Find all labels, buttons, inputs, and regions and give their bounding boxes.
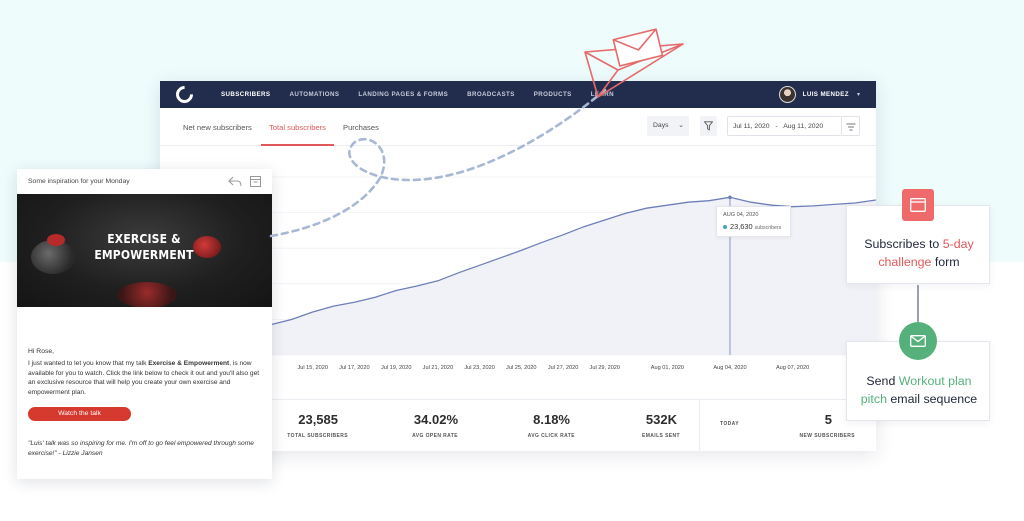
- chevron-down-icon[interactable]: ▾: [856, 92, 860, 98]
- x-tick-label: Jul 21, 2020: [423, 365, 453, 371]
- email-subject: Some inspiration for your Monday: [28, 178, 130, 185]
- glove-strap-graphic: [47, 234, 65, 246]
- trigger-highlight-1: 5-day: [942, 237, 974, 251]
- email-body-talk-title: Exercise & Empowerment: [148, 360, 230, 367]
- x-tick-label: Jul 19, 2020: [381, 365, 411, 371]
- tab-net-new-subscribers[interactable]: Net new subscribers: [183, 123, 252, 132]
- chart-tooltip: AUG 04, 2020 23,630 subscribers: [716, 206, 791, 237]
- tooltip-value-number: 23,630: [730, 222, 753, 231]
- stat-click-rate-label: AVG CLICK RATE: [527, 433, 575, 439]
- trigger-text-part-2: form: [931, 255, 960, 269]
- x-tick-label: Jul 15, 2020: [297, 365, 327, 371]
- interval-select-value: Days: [653, 122, 669, 129]
- x-tick-label: Aug 04, 2020: [713, 365, 746, 371]
- avatar[interactable]: [778, 86, 796, 103]
- automation-trigger-text: Subscribes to 5-day challenge form: [847, 235, 991, 271]
- email-body: I just wanted to let you know that my ta…: [28, 359, 266, 397]
- banner-title: EXERCISE & EMPOWERMENT: [86, 231, 203, 263]
- chevron-down-icon: ⌄: [678, 122, 684, 129]
- automation-connector: [917, 285, 919, 323]
- nav-item-learn[interactable]: LEARN: [590, 91, 615, 98]
- user-menu[interactable]: LUIS MENDEZ ▾: [778, 86, 876, 103]
- date-from: Jul 11, 2020: [733, 123, 770, 130]
- stat-total-subscribers-label: TOTAL SUBSCRIBERS: [287, 433, 348, 439]
- stats-divider: [699, 400, 700, 452]
- watch-talk-button[interactable]: Watch the talk: [28, 407, 131, 421]
- tooltip-date: AUG 04, 2020: [723, 212, 759, 218]
- x-tick-label: Jul 17, 2020: [339, 365, 369, 371]
- nav-menu: SUBSCRIBERS AUTOMATIONS LANDING PAGES & …: [221, 91, 633, 98]
- email-preview-card: Some inspiration for your Monday EXERCIS…: [17, 169, 272, 479]
- nav-item-landing-pages[interactable]: LANDING PAGES & FORMS: [358, 91, 449, 98]
- nav-item-products[interactable]: PRODUCTS: [533, 91, 572, 98]
- boxing-glove-graphic: [193, 236, 221, 258]
- chart-toolbar: Net new subscribers Total subscribers Pu…: [160, 108, 876, 146]
- automation-action-card[interactable]: Send Workout plan pitch email sequence: [846, 341, 990, 421]
- action-text-part-2: email sequence: [886, 392, 978, 406]
- email-greeting: Hi Rose,: [28, 348, 55, 355]
- date-to: Aug 11, 2020: [783, 123, 824, 130]
- x-tick-label: Jul 27, 2020: [548, 365, 578, 371]
- filter-icon: [704, 121, 713, 131]
- email-body-part-1: I just wanted to let you know that my ta…: [28, 360, 149, 367]
- banner-title-line-2: EMPOWERMENT: [94, 248, 194, 262]
- browser-window-icon: [910, 198, 926, 212]
- stat-open-rate-label: AVG OPEN RATE: [412, 433, 458, 439]
- date-separator: -: [775, 123, 778, 130]
- series-dot: [723, 225, 727, 229]
- tab-total-subscribers[interactable]: Total subscribers: [269, 123, 326, 132]
- stat-emails-sent-value: 532K: [645, 412, 677, 427]
- x-tick-label: Aug 07, 2020: [776, 365, 809, 371]
- highlight-point: [728, 195, 732, 200]
- trigger-highlight-2: challenge: [878, 255, 932, 269]
- tooltip-value: 23,630 subscribers: [730, 222, 781, 231]
- nav-item-subscribers[interactable]: SUBSCRIBERS: [221, 91, 271, 98]
- reply-icon[interactable]: [228, 176, 242, 187]
- logo-icon[interactable]: [172, 82, 197, 107]
- nav-item-broadcasts[interactable]: BROADCASTS: [467, 91, 515, 98]
- stats-bar: 23,585 TOTAL SUBSCRIBERS 34.02% AVG OPEN…: [160, 399, 876, 452]
- email-banner-image: EXERCISE & EMPOWERMENT: [17, 194, 272, 307]
- stat-emails-sent-label: EMAILS SENT: [641, 433, 680, 439]
- trigger-text-part-1: Subscribes to: [864, 237, 943, 251]
- user-name[interactable]: LUIS MENDEZ: [802, 91, 849, 98]
- stat-click-rate-value: 8.18%: [533, 412, 570, 427]
- x-tick-label: Jul 23, 2020: [464, 365, 494, 371]
- interval-select[interactable]: Days ⌄: [647, 116, 689, 136]
- date-range-picker[interactable]: Jul 11, 2020 - Aug 11, 2020: [727, 116, 842, 136]
- action-highlight-1: Workout plan: [898, 374, 972, 388]
- envelope-icon: [910, 335, 926, 347]
- today-sublabel: NEW SUBSCRIBERS: [799, 433, 855, 439]
- sort-button[interactable]: [842, 116, 860, 136]
- action-highlight-2: pitch: [860, 392, 887, 406]
- stat-total-subscribers-value: 23,585: [298, 412, 338, 427]
- tooltip-value-unit: subscribers: [754, 225, 782, 231]
- email-icon: [899, 322, 937, 360]
- archive-icon[interactable]: [250, 176, 261, 187]
- tab-purchases[interactable]: Purchases: [343, 123, 379, 132]
- today-value: 5: [824, 412, 832, 427]
- form-icon: [902, 189, 934, 221]
- automation-action-text: Send Workout plan pitch email sequence: [847, 372, 991, 408]
- stat-open-rate-value: 34.02%: [413, 412, 458, 427]
- email-testimonial: "Luis' talk was so inspiring for me. I'm…: [28, 440, 254, 457]
- today-label: TODAY: [720, 421, 739, 427]
- x-tick-label: Jul 25, 2020: [506, 365, 536, 371]
- sort-icon: [846, 123, 856, 131]
- top-nav: SUBSCRIBERS AUTOMATIONS LANDING PAGES & …: [160, 81, 876, 108]
- active-tab-indicator: [261, 144, 334, 146]
- email-body-part-2: , is now available for you to watch. Cli…: [28, 360, 260, 396]
- shoe-graphic: [117, 282, 177, 307]
- nav-item-automations[interactable]: AUTOMATIONS: [289, 91, 340, 98]
- x-tick-label: Jul 29, 2020: [590, 365, 620, 371]
- banner-title-line-1: EXERCISE &: [107, 232, 181, 246]
- action-text-part-1: Send: [866, 374, 899, 388]
- filter-button[interactable]: [700, 116, 717, 136]
- x-tick-label: Aug 01, 2020: [651, 365, 684, 371]
